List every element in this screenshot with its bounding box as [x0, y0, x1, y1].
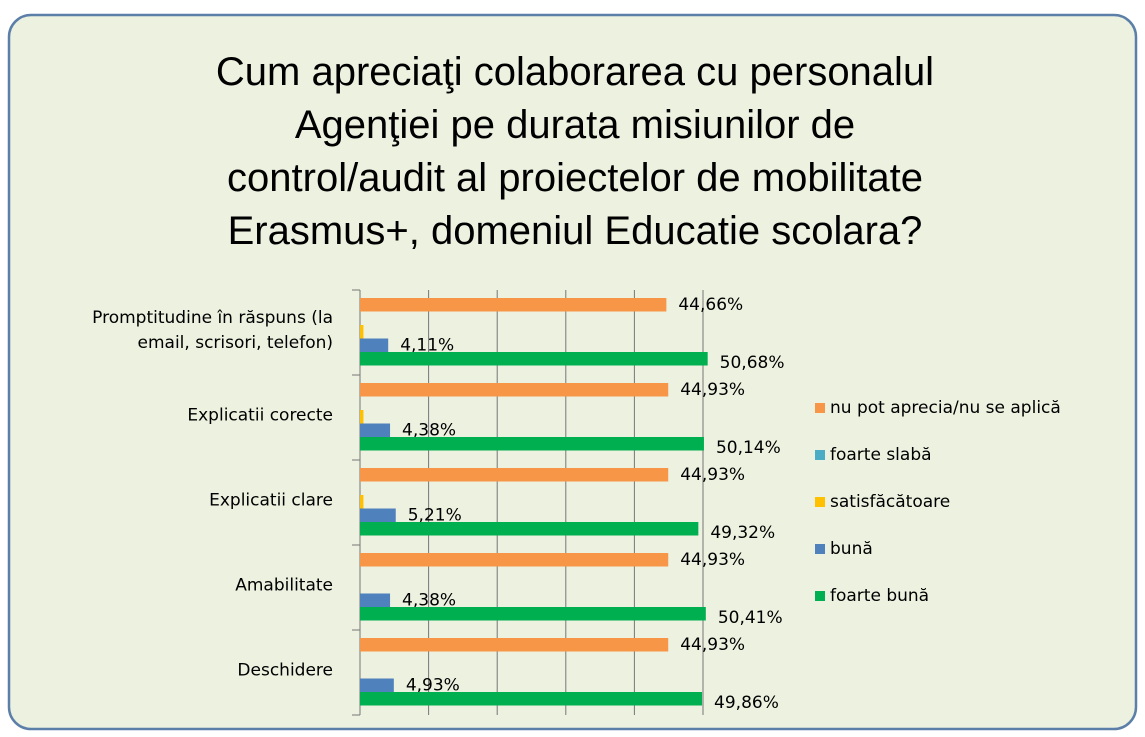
category-label: Explicatii clare [209, 490, 333, 510]
legend-swatch [815, 497, 825, 507]
legend-swatch [815, 544, 825, 554]
data-label: 44,93% [680, 465, 745, 485]
bar [360, 383, 669, 397]
legend-label: foarte slabă [830, 445, 932, 465]
chart-title: Cum apreciaţi colaborarea cu personalul … [215, 50, 935, 253]
data-label: 49,32% [710, 523, 775, 543]
bar [360, 495, 364, 509]
bar [360, 678, 394, 692]
data-label: 44,66% [678, 295, 743, 315]
legend-label: foarte bună [830, 586, 929, 606]
bar [360, 553, 669, 567]
category-label: Amabilitate [235, 575, 333, 595]
legend-label: nu pot aprecia/nu se aplică [830, 398, 1061, 418]
bar [360, 437, 704, 451]
data-label: 4,38% [402, 420, 456, 440]
legend-label: bună [830, 539, 873, 559]
legend-swatch [815, 591, 825, 601]
bar [360, 593, 391, 607]
background [7, 13, 1138, 731]
category-label: Promptitudine în răspuns (la email, scri… [92, 307, 333, 353]
bar [360, 410, 364, 424]
bar [360, 423, 391, 437]
data-label: 4,93% [406, 675, 460, 695]
data-label: 44,93% [680, 380, 745, 400]
legend-label: satisfăcătoare [830, 492, 950, 512]
bar [360, 468, 669, 482]
bar [360, 298, 667, 312]
data-label: 4,11% [400, 335, 454, 355]
legend-swatch [815, 403, 825, 413]
data-label: 50,41% [718, 608, 783, 628]
data-label: 4,38% [402, 590, 456, 610]
data-label: 5,21% [408, 505, 462, 525]
category-label: Deschidere [237, 660, 333, 680]
bar [360, 638, 669, 652]
category-label: Explicatii corecte [187, 405, 333, 425]
data-label: 44,93% [680, 635, 745, 655]
legend-swatch [815, 450, 825, 460]
bar [360, 352, 708, 366]
bar [360, 508, 396, 522]
data-label: 44,93% [680, 550, 745, 570]
bar [360, 692, 703, 706]
bar [360, 607, 706, 621]
data-label: 49,86% [714, 693, 779, 713]
bar [360, 338, 389, 352]
data-label: 50,14% [716, 438, 781, 458]
bar [360, 325, 364, 339]
data-label: 50,68% [720, 353, 785, 373]
bar [360, 522, 699, 536]
